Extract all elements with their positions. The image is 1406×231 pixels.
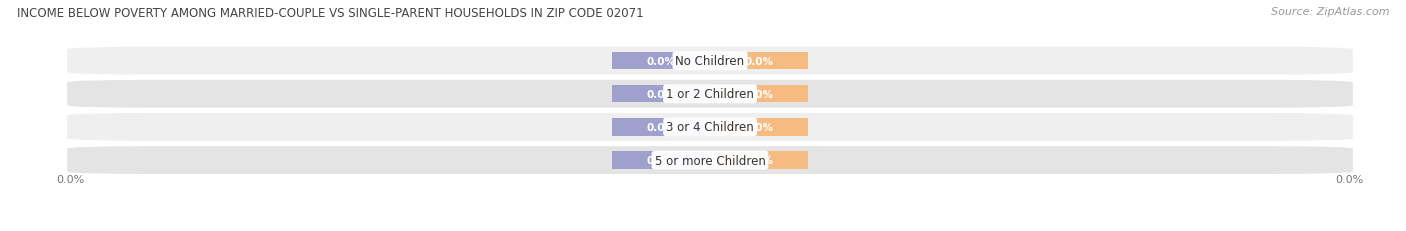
Text: No Children: No Children: [675, 55, 745, 68]
FancyBboxPatch shape: [67, 81, 1353, 108]
Bar: [612, 53, 710, 70]
Bar: [612, 119, 710, 136]
Text: Source: ZipAtlas.com: Source: ZipAtlas.com: [1271, 7, 1389, 17]
Text: 5 or more Children: 5 or more Children: [655, 154, 765, 167]
Text: 0.0%: 0.0%: [647, 56, 675, 66]
Bar: [710, 119, 808, 136]
Bar: [710, 86, 808, 103]
Text: 0.0%: 0.0%: [745, 155, 773, 165]
Text: 3 or 4 Children: 3 or 4 Children: [666, 121, 754, 134]
Bar: [710, 152, 808, 169]
Text: INCOME BELOW POVERTY AMONG MARRIED-COUPLE VS SINGLE-PARENT HOUSEHOLDS IN ZIP COD: INCOME BELOW POVERTY AMONG MARRIED-COUPL…: [17, 7, 644, 20]
Text: 1 or 2 Children: 1 or 2 Children: [666, 88, 754, 101]
Text: 0.0%: 0.0%: [647, 122, 675, 132]
Text: 0.0%: 0.0%: [745, 122, 773, 132]
Text: 0.0%: 0.0%: [647, 155, 675, 165]
Bar: [710, 53, 808, 70]
Bar: [612, 152, 710, 169]
Text: 0.0%: 0.0%: [647, 89, 675, 99]
Bar: [612, 86, 710, 103]
Text: 0.0%: 0.0%: [56, 175, 84, 185]
FancyBboxPatch shape: [67, 113, 1353, 141]
Text: 0.0%: 0.0%: [745, 89, 773, 99]
Text: 0.0%: 0.0%: [745, 56, 773, 66]
FancyBboxPatch shape: [67, 48, 1353, 75]
FancyBboxPatch shape: [67, 146, 1353, 174]
Text: 0.0%: 0.0%: [1336, 175, 1364, 185]
